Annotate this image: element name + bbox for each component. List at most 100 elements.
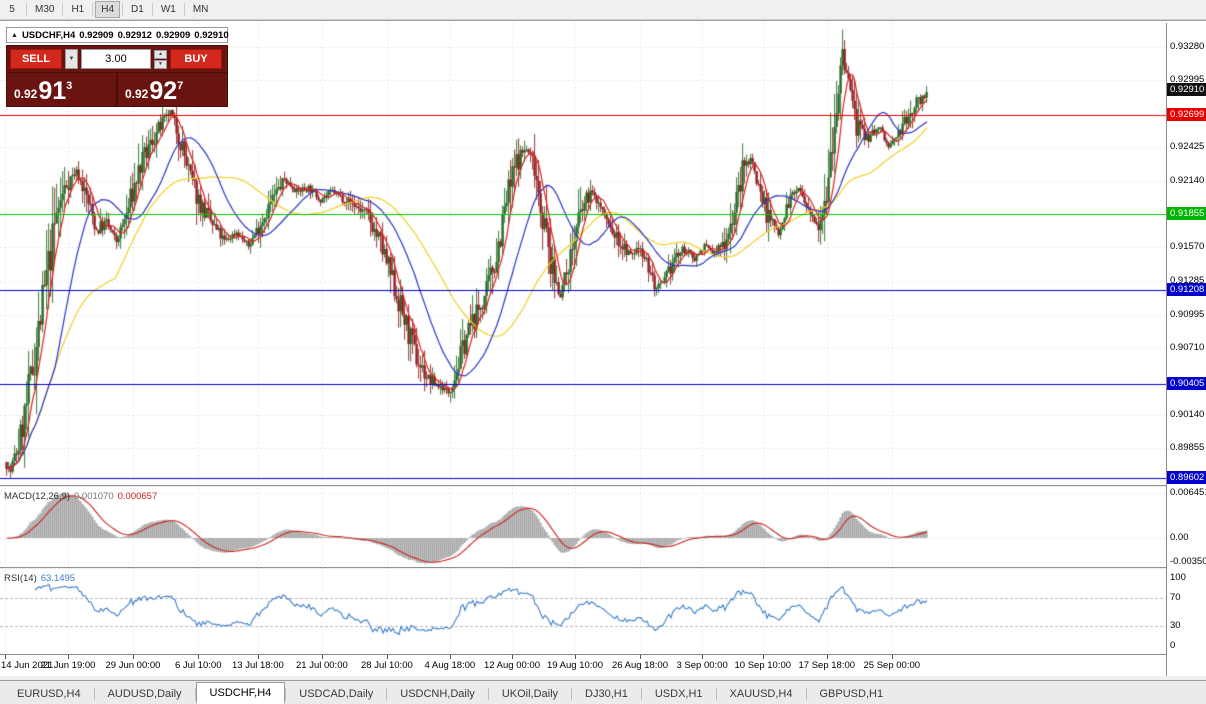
time-axis[interactable]: 14 Jun 2021 21 Jun 19:00 29 Jun 00:00 6 Jul…: [0, 654, 1166, 676]
collapse-chart-panel-icon[interactable]: ▲: [11, 31, 18, 39]
time-tick: [512, 655, 513, 659]
toolbar-separator: [122, 3, 124, 16]
panel-splitter[interactable]: [0, 567, 1206, 570]
time-tick-label: 25 Sep 00:00: [863, 660, 921, 671]
macd-canvas[interactable]: [0, 488, 1166, 567]
trade-controls-row: SELL ▼ ▲ ▼ BUY: [7, 46, 227, 72]
timeframe-button-m30[interactable]: M30: [35, 4, 55, 15]
time-tick: [450, 655, 451, 659]
time-tick-label: 3 Sep 00:00: [676, 660, 728, 671]
panel-splitter[interactable]: [0, 485, 1206, 488]
price-line-label: 0.89602: [1167, 470, 1206, 484]
chart-tab-ukoil-daily[interactable]: UKOil,Daily: [501, 688, 559, 700]
timeframe-button-mn[interactable]: MN: [192, 4, 209, 15]
time-tick: [640, 655, 641, 659]
tab-separator: [640, 688, 642, 700]
chart-tab-audusd-daily[interactable]: AUDUSD,Daily: [107, 688, 182, 700]
macd-label: MACD(12,26,9) 0.001070 0.000657: [4, 491, 157, 502]
price-tick-label: 0.91570: [1170, 241, 1205, 253]
symbol-ohlc-header[interactable]: ▲ USDCHF,H4 0.92909 0.92912 0.92909 0.92…: [6, 27, 229, 43]
sell-button[interactable]: SELL: [10, 49, 62, 69]
timeframe-button-h4[interactable]: H4: [95, 1, 121, 18]
toolbar-separator: [62, 3, 64, 16]
time-tick: [198, 655, 199, 659]
symbol-timeframe-label: USDCHF,H4: [21, 29, 76, 41]
time-tick-label: 19 Aug 10:00: [547, 660, 603, 671]
chart-tab-usdcad-daily[interactable]: USDCAD,Daily: [299, 688, 374, 700]
time-tick-label: 6 Jul 10:00: [175, 660, 222, 671]
time-tick-label: 29 Jun 00:00: [105, 660, 161, 671]
volume-increase-button[interactable]: ▲: [154, 49, 167, 59]
time-tick: [575, 655, 576, 659]
tab-separator: [194, 688, 196, 700]
bid-big-figure: 91: [38, 77, 67, 105]
timeframe-button-d1[interactable]: D1: [131, 4, 144, 15]
tab-separator: [715, 688, 717, 700]
tab-separator: [571, 688, 573, 700]
time-tick: [322, 655, 323, 659]
macd-name: MACD(12,26,9): [4, 491, 70, 502]
time-tick: [827, 655, 828, 659]
bid-pip-fraction: 3: [66, 80, 73, 92]
one-click-trading-panel: SELL ▼ ▲ ▼ BUY 0.92 91 3 0.92: [6, 45, 228, 107]
chart-tab-usdchf-h4[interactable]: USDCHF,H4: [195, 682, 286, 704]
price-line-label: 0.91855: [1167, 206, 1206, 220]
price-tick-label: 0.89855: [1170, 442, 1205, 454]
tab-separator: [386, 688, 388, 700]
bid-price[interactable]: 0.92 91 3: [7, 73, 116, 106]
chart-tab-usdx-h1[interactable]: USDX,H1: [654, 688, 703, 700]
time-tick: [892, 655, 893, 659]
time-tick-label: 10 Sep 10:00: [734, 660, 792, 671]
time-tick-label: 4 Aug 18:00: [424, 660, 476, 671]
rsi-axis-label: 70: [1170, 592, 1181, 604]
price-tick-label: 0.91285: [1170, 274, 1205, 286]
toolbar-separator: [26, 3, 27, 16]
toolbar-separator: [183, 3, 185, 16]
chart-tab-dj30-h1[interactable]: DJ30,H1: [585, 688, 628, 700]
rsi-canvas[interactable]: [0, 570, 1166, 654]
ohlc-low: 0.92909: [155, 29, 191, 41]
macd-axis-label: 0.006451: [1170, 487, 1206, 498]
chart-tab-xauusd-h4[interactable]: XAUUSD,H4: [729, 688, 793, 700]
macd-axis-label: 0.00: [1170, 532, 1189, 543]
price-line-label: 0.92699: [1167, 108, 1206, 122]
rsi-axis-label: 30: [1170, 619, 1181, 631]
price-tick-label: 0.92425: [1170, 141, 1205, 153]
volume-dropdown-button[interactable]: ▼: [65, 49, 78, 69]
timeframe-button-w1[interactable]: W1: [160, 4, 176, 15]
toolbar-separator: [151, 3, 153, 16]
price-tick-label: 0.90140: [1170, 408, 1205, 420]
time-tick: [763, 655, 764, 659]
buy-button[interactable]: BUY: [170, 49, 222, 69]
rsi-axis-label: 0: [1170, 640, 1176, 651]
timeframe-button-5[interactable]: 5: [9, 4, 15, 15]
chevron-down-icon: ▼: [68, 56, 75, 62]
toolbar-separator: [92, 3, 94, 16]
volume-decrease-button[interactable]: ▼: [154, 59, 167, 69]
ask-price[interactable]: 0.92 92 7: [116, 73, 227, 106]
ohlc-close: 0.92910: [194, 29, 229, 41]
price-axis[interactable]: 0.93280 0.92995 0.92425 0.92140 0.91570 0.912…: [1166, 23, 1206, 676]
chevron-up-icon: ▲: [158, 51, 163, 57]
ask-big-figure: 92: [149, 77, 178, 105]
timeframe-button-h1[interactable]: H1: [71, 4, 85, 15]
chevron-down-icon: ▼: [158, 61, 163, 67]
time-tick-label: 21 Jul 00:00: [296, 660, 348, 671]
chart-tab-eurusd-h4[interactable]: EURUSD,H4: [17, 688, 81, 700]
volume-input[interactable]: [81, 49, 151, 69]
tab-separator: [487, 688, 489, 700]
volume-stepper: ▲ ▼: [154, 49, 167, 69]
macd-main-value: 0.001070: [74, 491, 114, 502]
chart-tab-gbpusd-h1[interactable]: GBPUSD,H1: [819, 688, 884, 700]
chart-tab-usdcnh-daily[interactable]: USDCNH,Daily: [400, 688, 475, 700]
price-tick-label: 0.92995: [1170, 74, 1205, 86]
time-tick-label: 26 Aug 18:00: [612, 660, 668, 671]
rsi-axis-label: 100: [1170, 572, 1186, 583]
rsi-value: 63.1495: [40, 573, 76, 584]
ohlc-high: 0.92912: [117, 29, 152, 41]
time-tick-label: 13 Jul 18:00: [232, 660, 284, 671]
time-tick: [387, 655, 388, 659]
price-tick-label: 0.93280: [1170, 41, 1205, 53]
price-line-label: 0.90405: [1167, 376, 1206, 390]
